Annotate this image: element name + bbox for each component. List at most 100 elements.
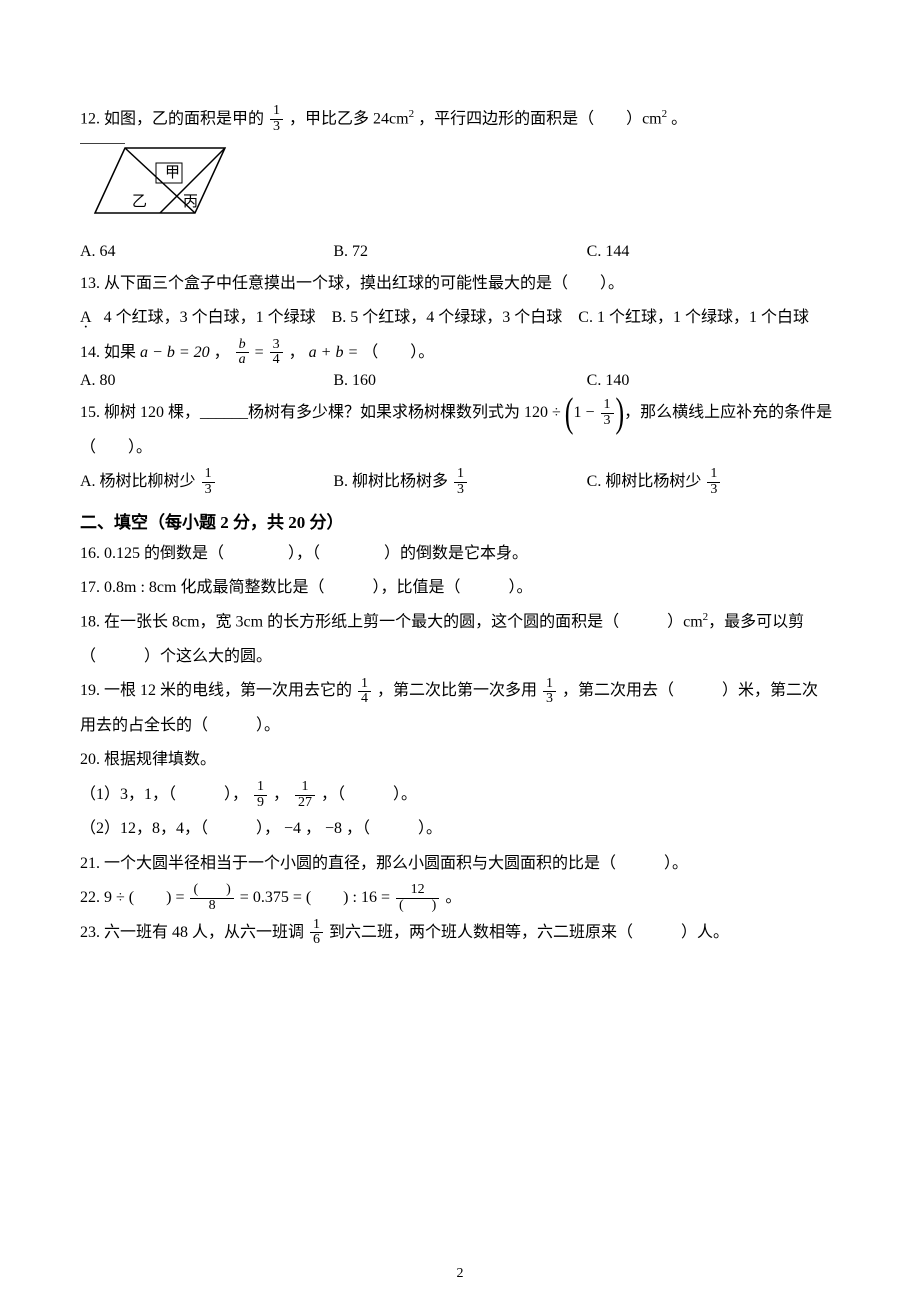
q12-sup1: 2: [409, 108, 415, 120]
q14-eq3: a + b =: [309, 344, 359, 361]
frac-num: 1: [358, 677, 371, 693]
q17: 17. 0.8m : 8cm 化成最简整数比是（ ），比值是（ ）。: [80, 573, 840, 603]
frac-num: 1: [601, 398, 614, 414]
q23-frac: 1 6: [310, 918, 323, 948]
frac-num: 12: [396, 883, 439, 899]
q20-l1-post: ，（ ）。: [321, 786, 417, 803]
q22-pre: 22. 9 ÷ ( ) =: [80, 889, 188, 906]
frac-den: 4: [270, 353, 283, 368]
q12-opt-b: B. 72: [333, 243, 586, 261]
q14-opt-b: B. 160: [333, 372, 586, 390]
q12-prefix: 12. 如图，乙的面积是甲的: [80, 110, 264, 127]
q15-middle: ，那么横线上应补充的条件是: [624, 404, 832, 421]
frac-den: 3: [707, 483, 720, 498]
frac-num: 3: [270, 338, 283, 354]
frac-den: 6: [310, 933, 323, 948]
frac-num: 1: [254, 780, 267, 796]
q14-sep2: ，: [289, 344, 305, 361]
opt-a-frac: 1 3: [202, 467, 215, 497]
q12-frac: 1 3: [270, 104, 283, 134]
q19-mid2: ，第二次用去（ ）米，第二次: [562, 682, 818, 699]
q14-opt-c: C. 140: [587, 372, 840, 390]
q20-line1: （1）3，1，（ ）， 1 9 ， 1 27 ，（ ）。: [80, 780, 840, 811]
frac-num: 1: [295, 780, 315, 796]
q18-line2: （ ）个这么大的圆。: [80, 642, 840, 672]
q15-frac: 1 3: [601, 398, 614, 428]
opt-b-text: B. 柳树比杨树多: [333, 473, 448, 490]
frac-num: ( ): [190, 883, 233, 899]
q13-stem: 13. 从下面三个盒子中任意摸出一个球，摸出红球的可能性最大的是（ ）。: [80, 269, 840, 299]
frac-num: 1: [270, 104, 283, 120]
q16: 16. 0.125 的倒数是（ ），（ ）的倒数是它本身。: [80, 539, 840, 569]
frac-den: 3: [270, 120, 283, 135]
q21: 21. 一个大圆半径相当于一个小圆的直径，那么小圆面积与大圆面积的比是（ ）。: [80, 849, 840, 879]
frac-den: ( ): [396, 899, 439, 914]
q22-mid1: = 0.375 = ( ) : 16 =: [240, 889, 394, 906]
frac-den: 9: [254, 796, 267, 811]
q12-options: A. 64 B. 72 C. 144: [80, 243, 840, 261]
q20-l1-f2: 1 27: [295, 780, 315, 810]
q15-inner-left: 1 −: [573, 404, 598, 421]
frac-den: 8: [190, 899, 233, 914]
frac-num: 1: [310, 918, 323, 934]
section-2-heading: 二、填空（每小题 2 分，共 20 分）: [80, 508, 840, 533]
q13-options: A 4 个红球，3 个白球，1 个绿球 B. 5 个红球，4 个绿球，3 个白球…: [80, 303, 840, 333]
q12-figure: 甲 乙 丙: [80, 143, 840, 233]
q23-post: 到六二班，两个班人数相等，六二班原来（ ）人。: [329, 924, 729, 941]
q19-mid1: ，第二次比第一次多用: [377, 682, 537, 699]
q14-opt-a: A. 80: [80, 372, 333, 390]
q14-frac1: b a: [236, 338, 249, 368]
q15-opt-b: B. 柳树比杨树多 1 3: [333, 467, 586, 498]
q15-stem: 15. 柳树 120 棵，______杨树有多少棵？如果求杨树棵数列式为 120…: [80, 398, 840, 429]
q13-opt-b: B. 5 个红球，4 个绿球，3 个白球: [332, 309, 563, 326]
q19-line2: 用去的占全长的（ ）。: [80, 711, 840, 741]
frac-den: 3: [202, 483, 215, 498]
page-number: 2: [0, 1266, 920, 1282]
frac-num: 1: [454, 467, 467, 483]
q19-line1: 19. 一根 12 米的电线，第一次用去它的 1 4 ，第二次比第一次多用 1 …: [80, 676, 840, 707]
q18-pre: 18. 在一张长 8cm，宽 3cm 的长方形纸上剪一个最大的圆，这个圆的面积是…: [80, 614, 703, 631]
q15-tail: （ ）。: [80, 433, 840, 463]
frac-num: 1: [543, 677, 556, 693]
label-bing: 丙: [183, 194, 198, 210]
q22-f1: ( ) 8: [190, 883, 233, 913]
q12-opt-c: C. 144: [587, 243, 840, 261]
q15-opt-a: A. 杨树比柳树少 1 3: [80, 467, 333, 498]
q15-prefix: 15. 柳树 120 棵，______杨树有多少棵？如果求杨树棵数列式为: [80, 404, 520, 421]
q20-l1-sep: ，: [273, 786, 289, 803]
q12-stem: 12. 如图，乙的面积是甲的 1 3 ，甲比乙多 24cm2 ，平行四边形的面积…: [80, 104, 840, 135]
q20-l1-pre: （1）3，1，（ ），: [80, 786, 248, 803]
q18-post: ，最多可以剪: [708, 614, 804, 631]
q14-stem: 14. 如果 a − b = 20 ， b a = 3 4 ， a + b = …: [80, 338, 840, 369]
q12-sup2: 2: [662, 108, 668, 120]
parallelogram-svg: 甲 乙 丙: [80, 143, 240, 228]
page: 12. 如图，乙的面积是甲的 1 3 ，甲比乙多 24cm2 ，平行四边形的面积…: [0, 0, 920, 1302]
opt-c-text: C. 柳树比杨树少: [587, 473, 702, 490]
q20-head: 20. 根据规律填数。: [80, 745, 840, 775]
q14-frac2: 3 4: [270, 338, 283, 368]
q12-opt-a: A. 64: [80, 243, 333, 261]
q22-post: 。: [445, 889, 461, 906]
opt-b-frac: 1 3: [454, 467, 467, 497]
frac-den: 3: [601, 414, 614, 429]
q19-frac2: 1 3: [543, 677, 556, 707]
q22: 22. 9 ÷ ( ) = ( ) 8 = 0.375 = ( ) : 16 =…: [80, 883, 840, 914]
q23: 23. 六一班有 48 人，从六一班调 1 6 到六二班，两个班人数相等，六二班…: [80, 918, 840, 949]
q13-opt-c: C. 1 个红球，1 个绿球，1 个白球: [578, 309, 809, 326]
q14-tail: （ ）。: [362, 344, 434, 361]
q15-expr-prefix: 120 ÷: [524, 404, 565, 421]
q13-opt-a-letter: A: [80, 303, 92, 333]
q13-opt-a: 4 个红球，3 个白球，1 个绿球: [100, 309, 316, 326]
q12-suffix: 。: [671, 110, 687, 127]
q15-opt-c: C. 柳树比杨树少 1 3: [587, 467, 840, 498]
q12-expr: 24cm: [373, 110, 409, 127]
q12-mid2: ，平行四边形的面积是（ ）cm: [418, 110, 662, 127]
frac-num: 1: [707, 467, 720, 483]
q14-eq2mid: =: [255, 344, 268, 361]
q19-pre: 19. 一根 12 米的电线，第一次用去它的: [80, 682, 352, 699]
frac-num: b: [236, 338, 249, 354]
q15-options: A. 杨树比柳树少 1 3 B. 柳树比杨树多 1 3 C. 柳树比杨树少 1 …: [80, 467, 840, 498]
q20-l1-f1: 1 9: [254, 780, 267, 810]
opt-c-frac: 1 3: [707, 467, 720, 497]
frac-den: 3: [454, 483, 467, 498]
